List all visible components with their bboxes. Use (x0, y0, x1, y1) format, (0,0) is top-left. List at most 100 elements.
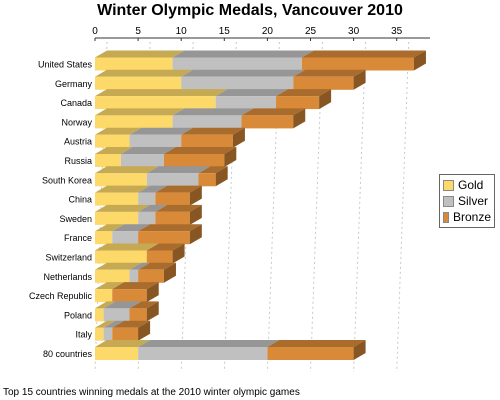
legend-swatch-bronze (443, 211, 449, 223)
bar-top-80-countries-bronze (267, 340, 366, 347)
bar-poland-silver (103, 308, 130, 322)
bar-top-russia-gold (95, 147, 133, 154)
bar-canada-silver (215, 96, 277, 110)
bar-top-canada-silver (215, 89, 289, 97)
bar-top-sweden-gold (95, 204, 151, 212)
bar-top-netherlands-bronze (138, 262, 176, 270)
bar-side-italy-bronze (138, 320, 151, 341)
legend: Gold Silver Bronze (439, 174, 495, 228)
bar-top-france-silver (112, 224, 151, 232)
bar-czech-republic-gold (95, 289, 113, 303)
bar-china-gold (95, 192, 139, 206)
bar-top-norway-silver (172, 108, 254, 116)
bar-top-poland-silver (103, 301, 142, 309)
bar-china-bronze (155, 192, 190, 206)
bar-france-gold (95, 231, 113, 245)
bar-side-china-bronze (189, 185, 202, 206)
bar-netherlands-gold (95, 269, 130, 283)
bar-top-canada-gold (95, 89, 228, 97)
legend-swatch-gold (443, 179, 454, 191)
bar-top-czech-republic-gold (95, 282, 125, 290)
category-label-united-states: United States (38, 60, 93, 70)
bar-south-korea-silver (146, 173, 199, 187)
bar-canada-gold (95, 96, 216, 110)
bar-russia-gold (95, 154, 121, 167)
gridline-30 (353, 41, 367, 373)
bar-united-states-gold (95, 57, 173, 71)
bar-top-sweden-bronze (155, 204, 202, 212)
bar-side-france-bronze (189, 224, 202, 245)
bar-italy-bronze (112, 327, 139, 341)
category-label-czech-republic: Czech Republic (29, 291, 93, 301)
bar-side-austria-bronze (232, 127, 245, 148)
bar-poland-gold (95, 308, 104, 322)
bar-top-80-countries-silver (138, 340, 280, 347)
bar-top-italy-bronze (112, 320, 151, 328)
bar-top-italy-gold (95, 320, 116, 328)
bar-top-norway-bronze (241, 108, 306, 116)
category-label-canada: Canada (60, 98, 92, 108)
bar-netherlands-silver (129, 269, 139, 283)
bar-side-canada-bronze (319, 89, 332, 110)
bar-side-united-states-bronze (413, 50, 426, 71)
bar-united-states-silver (172, 57, 302, 71)
bar-germany-silver (181, 76, 294, 90)
category-label-sweden: Sweden (59, 214, 92, 224)
bar-side-netherlands-bronze (163, 262, 176, 283)
bar-south-korea-gold (95, 173, 147, 187)
bar-top-russia-silver (120, 147, 176, 154)
bar-top-united-states-bronze (301, 50, 426, 58)
x-tick-label-5: 5 (135, 26, 141, 37)
bar-germany-gold (95, 76, 182, 90)
category-label-norway: Norway (61, 117, 92, 127)
bar-top-canada-bronze (276, 89, 332, 97)
bar-top-switzerland-bronze (146, 243, 185, 251)
bar-top-united-states-silver (172, 50, 314, 58)
bar-top-netherlands-silver (129, 262, 151, 270)
category-label-south-korea: South Korea (42, 175, 92, 185)
bar-top-switzerland-gold (95, 243, 159, 251)
bar-top-south-korea-gold (95, 166, 159, 174)
category-label-russia: Russia (64, 156, 92, 166)
bar-sweden-gold (95, 211, 139, 225)
bar-top-germany-bronze (293, 69, 366, 77)
bar-france-silver (112, 231, 139, 245)
bar-top-austria-gold (95, 127, 142, 135)
x-tick-label-15: 15 (219, 26, 231, 37)
bar-china-silver (138, 192, 156, 206)
bar-sweden-silver (138, 211, 156, 225)
bar-france-bronze (138, 231, 190, 245)
bar-top-united-states-gold (95, 50, 185, 58)
bar-czech-republic-bronze (112, 289, 147, 303)
legend-swatch-silver (443, 195, 454, 207)
bar-side-germany-bronze (353, 69, 366, 90)
bar-united-states-bronze (301, 57, 414, 71)
bar-south-korea-bronze (198, 173, 216, 187)
bar-top-germany-gold (95, 69, 194, 77)
category-label-poland: Poland (64, 310, 92, 320)
bar-top-italy-silver (103, 320, 125, 328)
bar-80-countries-silver (138, 347, 268, 360)
category-label-netherlands: Netherlands (43, 272, 92, 282)
bar-italy-silver (103, 327, 113, 341)
chart-title: Winter Olympic Medals, Vancouver 2010 (97, 2, 403, 19)
legend-label-gold: Gold (458, 178, 484, 192)
x-tick-label-0: 0 (92, 26, 98, 37)
bar-top-sweden-silver (138, 204, 168, 212)
chart-caption: Top 15 countries winning medals at the 2… (3, 387, 300, 398)
bar-switzerland-gold (95, 250, 147, 264)
bar-side-russia-bronze (224, 147, 237, 167)
legend-label-silver: Silver (458, 194, 489, 208)
x-tick-label-25: 25 (305, 26, 317, 37)
bar-italy-gold (95, 327, 104, 341)
bar-poland-bronze (129, 308, 147, 322)
x-tick-label-10: 10 (176, 26, 188, 37)
bar-norway-silver (172, 115, 242, 129)
bar-top-south-korea-silver (146, 166, 211, 174)
bar-top-germany-silver (181, 69, 306, 77)
bar-top-norway-gold (95, 108, 185, 116)
bar-80-countries-gold (95, 347, 139, 360)
bar-top-france-bronze (138, 224, 202, 232)
bar-top-poland-bronze (129, 301, 159, 309)
